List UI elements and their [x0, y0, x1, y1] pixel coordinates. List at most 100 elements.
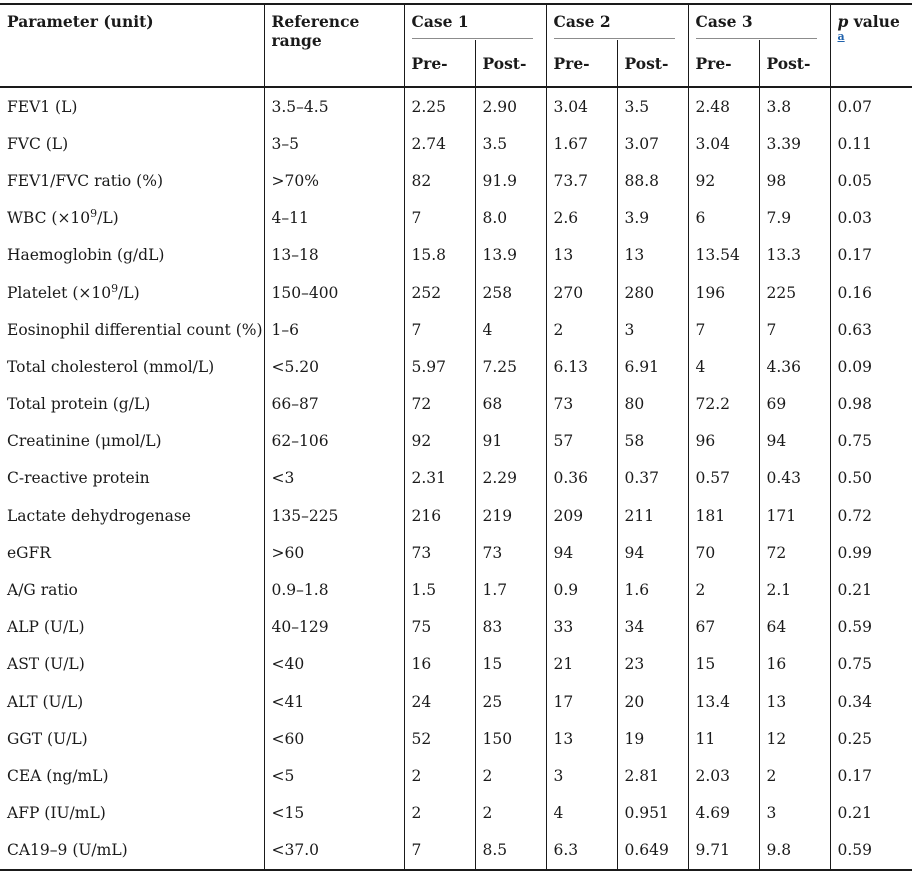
table-row: FVC (L) 3–5 2.74 3.5 1.67 3.07 3.04 3.39…: [0, 125, 912, 163]
case1-post-cell: 8.0: [474, 199, 546, 237]
case3-post-cell: 69: [758, 385, 830, 423]
case3-pre-cell: 15: [687, 645, 759, 683]
case3-post-cell: 98: [758, 162, 830, 200]
case2-pre-cell: 21: [545, 645, 617, 683]
case2-pre-cell: 17: [545, 683, 617, 721]
footnote-superscript: a: [838, 30, 845, 43]
case2-post-cell: 58: [616, 422, 688, 460]
column-header-case1-post: Post-: [474, 40, 546, 88]
case2-pre-cell: 0.9: [545, 571, 617, 609]
case3-pre-cell: 13.4: [687, 683, 759, 721]
case1-post-cell: 4: [474, 311, 546, 349]
p-value-cell: 0.17: [829, 757, 912, 795]
case3-post-cell: 3.39: [758, 125, 830, 163]
table-row: Total protein (g/L) 66–87 72 68 73 80 72…: [0, 385, 912, 423]
case3-post-cell: 4.36: [758, 348, 830, 386]
case3-post-cell: 13.3: [758, 236, 830, 274]
reference-range-cell: <3: [263, 459, 404, 498]
case2-pre-cell: 2.6: [545, 199, 617, 237]
parameter-cell: Eosinophil differential count (%): [7, 320, 263, 339]
parameter-cell: CA19–9 (U/mL): [7, 841, 128, 860]
parameter-cell: GGT (U/L): [7, 729, 88, 748]
reference-range-cell: >70%: [263, 162, 404, 200]
case3-post-cell: 0.43: [758, 459, 830, 498]
case3-post-cell: 64: [758, 608, 830, 646]
column-header-case2-post: Post-: [616, 40, 688, 88]
table-row: eGFR >60 73 73 94 94 70 72 0.99: [0, 534, 912, 572]
case1-post-cell: 1.7: [474, 571, 546, 609]
case3-post-cell: 225: [758, 273, 830, 312]
case3-post-cell: 94: [758, 422, 830, 460]
reference-range-cell: <40: [263, 645, 404, 683]
case2-post-cell: 0.649: [616, 831, 688, 870]
case1-post-cell: 258: [474, 273, 546, 312]
case3-post-cell: 3: [758, 794, 830, 832]
table-row: C-reactive protein <3 2.31 2.29 0.36 0.3…: [0, 459, 912, 498]
table-body: FEV1 (L) 3.5–4.5 2.25 2.90 3.04 3.5 2.48…: [0, 87, 912, 870]
case1-post-cell: 150: [474, 720, 546, 758]
case2-pre-cell: 0.36: [545, 459, 617, 498]
p-value-cell: 0.17: [829, 236, 912, 274]
case1-post-cell: 2: [474, 794, 546, 832]
parameter-cell: FEV1 (L): [7, 97, 78, 116]
case2-post-cell: 20: [616, 683, 688, 721]
p-value-cell: 0.09: [829, 348, 912, 386]
parameter-cell: Platelet (×109/L): [7, 281, 140, 302]
case1-pre-cell: 7: [403, 199, 475, 237]
parameter-cell: AFP (IU/mL): [7, 804, 106, 823]
column-header-reference-range: Reference range: [263, 4, 404, 88]
case2-pre-cell: 3.04: [545, 87, 617, 126]
case3-pre-cell: 0.57: [687, 459, 759, 498]
table-row: AST (U/L) <40 16 15 21 23 15 16 0.75: [0, 645, 912, 683]
reference-range-cell: 13–18: [263, 236, 404, 274]
case1-post-cell: 2.29: [474, 459, 546, 498]
parameter-cell: Creatinine (μmol/L): [7, 432, 162, 451]
case1-pre-cell: 2.31: [403, 459, 475, 498]
parameter-cell: ALP (U/L): [7, 618, 85, 637]
case3-pre-cell: 2: [687, 571, 759, 609]
case1-label: Case 1: [411, 12, 533, 39]
table-row: CEA (ng/mL) <5 2 2 3 2.81 2.03 2 0.17: [0, 757, 912, 795]
case3-pre-cell: 72.2: [687, 385, 759, 423]
case1-post-cell: 2: [474, 757, 546, 795]
parameter-cell: C-reactive protein: [7, 469, 150, 488]
case2-pre-cell: 2: [545, 311, 617, 349]
case1-post-cell: 91: [474, 422, 546, 460]
footnote-a-link[interactable]: a: [837, 29, 845, 43]
table-row: Lactate dehydrogenase 135–225 216 219 20…: [0, 497, 912, 535]
case3-pre-cell: 67: [687, 608, 759, 646]
case2-pre-cell: 57: [545, 422, 617, 460]
reference-range-cell: 3.5–4.5: [263, 87, 404, 126]
case3-post-cell: 171: [758, 497, 830, 535]
case3-post-cell: 12: [758, 720, 830, 758]
p-value-cell: 0.59: [829, 608, 912, 646]
case2-post-cell: 211: [616, 497, 688, 535]
p-value-cell: 0.50: [829, 459, 912, 498]
case1-pre-cell: 92: [403, 422, 475, 460]
case3-pre-cell: 4.69: [687, 794, 759, 832]
case1-pre-cell: 2.25: [403, 87, 475, 126]
case1-post-cell: 15: [474, 645, 546, 683]
p-value-cell: 0.75: [829, 422, 912, 460]
parameter-cell: Haemoglobin (g/dL): [7, 246, 165, 265]
p-value-cell: 0.72: [829, 497, 912, 535]
case2-post-cell: 3.07: [616, 125, 688, 163]
table-row: WBC (×109/L) 4–11 7 8.0 2.6 3.9 6 7.9 0.…: [0, 199, 912, 237]
case1-pre-cell: 7: [403, 311, 475, 349]
parameter-cell: AST (U/L): [7, 655, 85, 674]
case1-pre-cell: 52: [403, 720, 475, 758]
case3-pre-cell: 96: [687, 422, 759, 460]
table-row: A/G ratio 0.9–1.8 1.5 1.7 0.9 1.6 2 2.1 …: [0, 571, 912, 609]
case1-post-cell: 7.25: [474, 348, 546, 386]
table-row: Total cholesterol (mmol/L) <5.20 5.97 7.…: [0, 348, 912, 386]
p-value-cell: 0.63: [829, 311, 912, 349]
case3-pre-cell: 6: [687, 199, 759, 237]
case3-post-cell: 2.1: [758, 571, 830, 609]
case3-post-cell: 7: [758, 311, 830, 349]
parameter-cell: A/G ratio: [7, 581, 78, 600]
column-header-case1-pre: Pre-: [403, 40, 475, 88]
case1-post-cell: 25: [474, 683, 546, 721]
case3-pre-cell: 4: [687, 348, 759, 386]
case2-post-cell: 94: [616, 534, 688, 572]
reference-range-cell: 0.9–1.8: [263, 571, 404, 609]
